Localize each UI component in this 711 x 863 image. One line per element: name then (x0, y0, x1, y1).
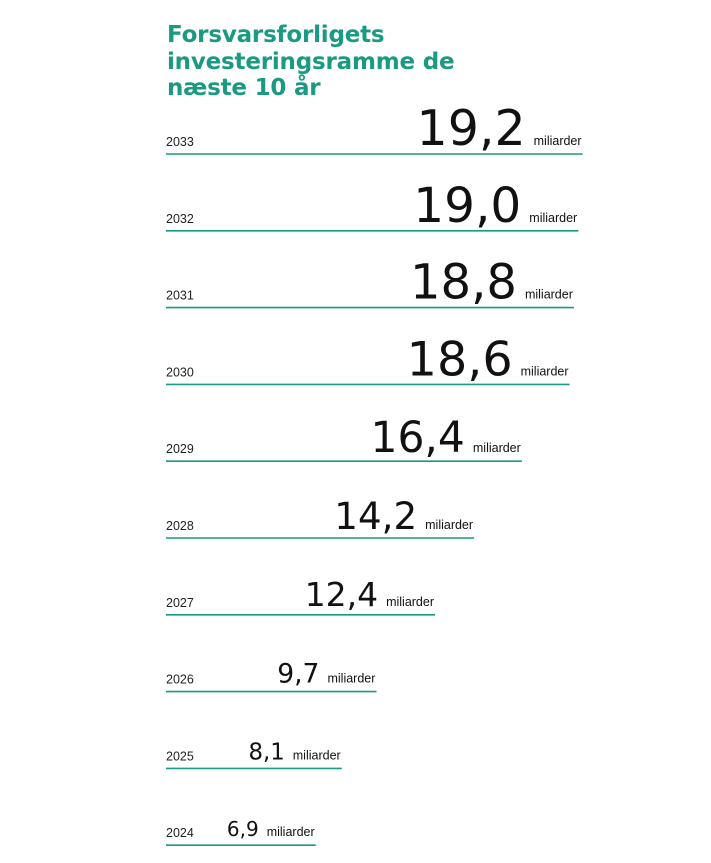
unit-label: miliarder (525, 288, 573, 302)
value-label: 18,6 (407, 332, 513, 387)
year-label: 2026 (166, 673, 194, 687)
unit-label: miliarder (529, 211, 577, 225)
value-label: 8,1 (248, 739, 284, 765)
value-label: 9,7 (277, 659, 319, 690)
year-label: 2031 (166, 289, 194, 303)
unit-label: miliarder (293, 748, 341, 762)
value-label: 18,8 (410, 255, 517, 311)
value-label: 19,0 (413, 178, 521, 234)
unit-label: miliarder (534, 134, 582, 148)
year-label: 2024 (166, 826, 194, 840)
year-label: 2028 (166, 519, 194, 533)
year-label: 2033 (166, 135, 194, 149)
value-label: 14,2 (334, 494, 417, 538)
year-label: 2027 (166, 596, 194, 610)
unit-label: miliarder (386, 595, 434, 609)
unit-label: miliarder (267, 825, 315, 839)
year-label: 2030 (166, 365, 194, 379)
unit-label: miliarder (327, 672, 375, 686)
year-label: 2029 (166, 442, 194, 456)
unit-label: miliarder (473, 441, 521, 455)
unit-label: miliarder (425, 518, 473, 532)
value-label: 19,2 (417, 100, 526, 157)
year-label: 2032 (166, 212, 194, 226)
year-label: 2025 (166, 749, 194, 763)
value-label: 6,9 (227, 817, 259, 841)
value-label: 16,4 (371, 413, 465, 462)
chart-title: Forsvarsforligets investeringsramme de n… (167, 22, 455, 101)
value-label: 12,4 (305, 575, 378, 614)
unit-label: miliarder (521, 364, 569, 378)
